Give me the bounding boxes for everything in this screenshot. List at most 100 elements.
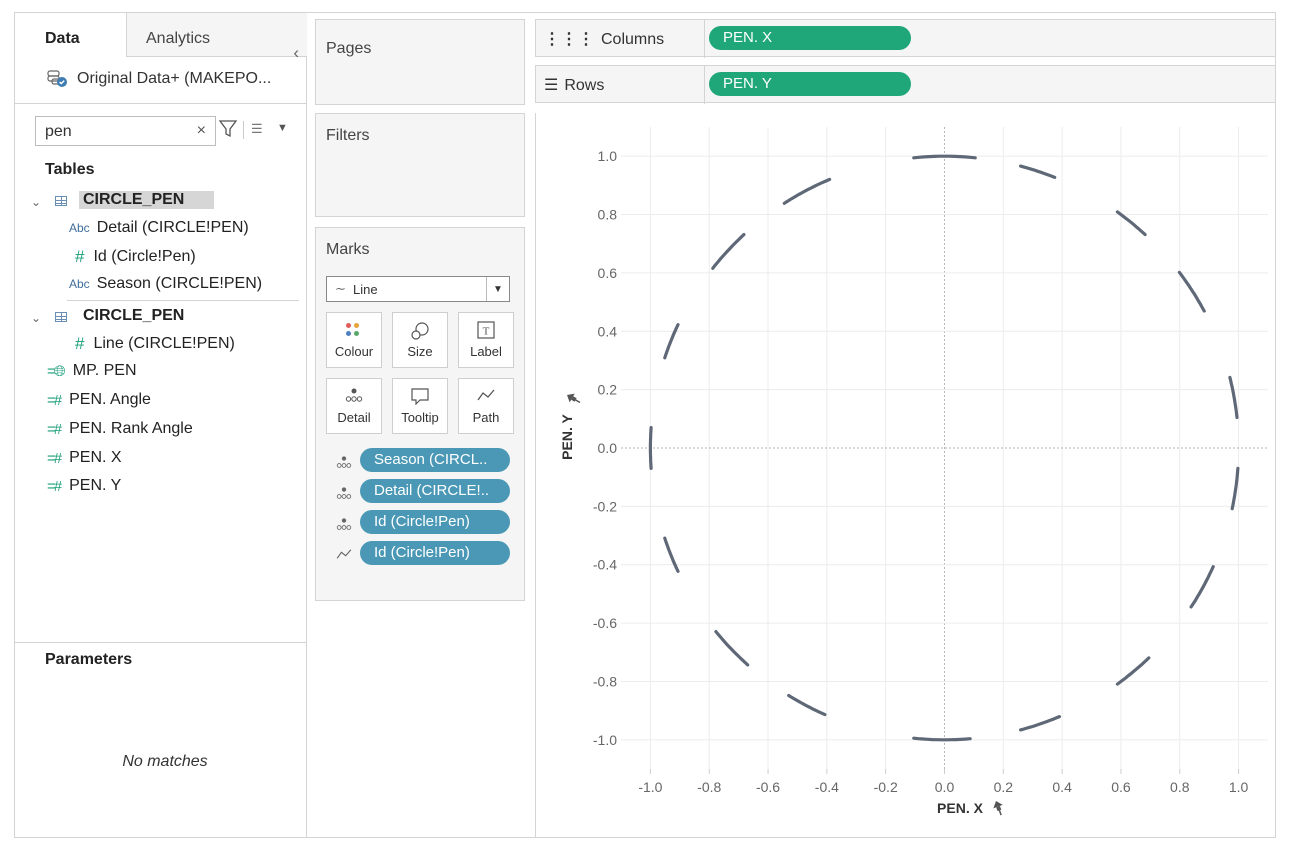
calc-field-row[interactable]: =🌐︎ MP. PEN <box>47 362 137 380</box>
label-icon: T <box>459 321 513 343</box>
rows-pill[interactable]: PEN. Y <box>709 72 911 96</box>
x-tick-label: 0.2 <box>994 779 1014 795</box>
y-tick-label: -0.2 <box>593 498 617 514</box>
detail-icon <box>327 387 381 409</box>
clear-icon[interactable]: × <box>196 122 206 139</box>
marks-card: Marks ∼ Line ▼ Colour Size T <box>315 227 525 601</box>
line-segment-mark[interactable] <box>782 177 832 205</box>
line-segment-mark[interactable] <box>787 693 827 717</box>
tab-analytics[interactable]: Analytics ‹ <box>127 13 307 62</box>
y-tick-label: 0.8 <box>598 207 618 223</box>
chevron-down-icon[interactable]: ⌄ <box>31 195 42 209</box>
table-icon <box>55 196 67 206</box>
x-axis-pin-icon[interactable] <box>991 799 1006 817</box>
x-tick-label: 0.4 <box>1052 779 1072 795</box>
y-axis-pin-icon[interactable] <box>565 391 583 407</box>
columns-pill[interactable]: PEN. X <box>709 26 911 50</box>
table-name[interactable]: CIRCLE_PEN <box>83 307 185 324</box>
detail-button[interactable]: Detail <box>326 378 382 434</box>
field-row[interactable]: # Line (CIRCLE!PEN) <box>75 334 235 354</box>
line-segment-mark[interactable] <box>1019 164 1057 180</box>
line-segment-mark[interactable] <box>1230 466 1240 511</box>
tooltip-icon <box>393 387 447 409</box>
path-pill[interactable]: Id (Circle!Pen) <box>360 541 510 565</box>
x-tick-label: 0.6 <box>1111 779 1131 795</box>
rows-shelf[interactable]: ☰ Rows PEN. Y <box>535 65 1275 104</box>
colour-icon <box>327 321 381 343</box>
field-row[interactable]: # Id (Circle!Pen) <box>75 247 196 267</box>
divider <box>704 66 705 104</box>
rows-shelf-label: ☰ Rows <box>544 75 604 95</box>
path-button[interactable]: Path <box>458 378 514 434</box>
chart-area: -1.0 -0.8 -0.6 -0.4 -0.2 0.0 0.2 0.4 0.6 0.8 1.0 1… <box>535 113 1275 837</box>
line-segment-mark[interactable] <box>714 629 750 667</box>
calc-field-row[interactable]: =# PEN. Y <box>47 477 121 495</box>
chevron-left-icon[interactable]: ‹ <box>293 43 299 62</box>
x-axis-title[interactable]: PEN. X <box>937 800 984 816</box>
columns-icon: ⋮⋮⋮ <box>544 31 595 48</box>
datasource-name: Original Data+ (MAKEPO... <box>77 70 272 87</box>
chevron-down-icon[interactable]: ⌄ <box>31 311 42 325</box>
view-list-icon[interactable]: ☰ <box>251 121 263 136</box>
line-segment-mark[interactable] <box>912 154 977 160</box>
calc-field-row[interactable]: =# PEN. Angle <box>47 391 151 409</box>
divider <box>243 121 244 139</box>
calc-field-row[interactable]: =# PEN. Rank Angle <box>47 420 193 438</box>
columns-shelf-label: ⋮⋮⋮ Columns <box>544 29 664 49</box>
line-segment-mark[interactable] <box>1115 656 1151 686</box>
line-segment-mark[interactable] <box>1228 375 1239 420</box>
table-name[interactable]: CIRCLE_PEN <box>79 191 215 209</box>
mark-type-select[interactable]: ∼ Line ▼ <box>326 276 510 302</box>
line-segment-mark[interactable] <box>1189 565 1215 609</box>
filters-card[interactable]: Filters <box>315 113 525 217</box>
detail-pill[interactable]: Detail (CIRCLE!.. <box>360 479 510 503</box>
tableau-window: Data Analytics ‹ Original Data+ (MAKEPO.… <box>14 12 1276 838</box>
colour-button[interactable]: Colour <box>326 312 382 368</box>
calc-number-icon: =# <box>47 391 62 409</box>
chevron-down-icon[interactable]: ▼ <box>277 122 288 134</box>
detail-icon <box>336 517 352 534</box>
button-label: Path <box>472 410 500 425</box>
line-segment-mark[interactable] <box>663 323 680 360</box>
button-label: Tooltip <box>401 410 439 425</box>
no-matches-text: No matches <box>122 753 208 770</box>
columns-shelf[interactable]: ⋮⋮⋮ Columns PEN. X <box>535 19 1275 58</box>
string-type-icon: Abc <box>69 221 90 235</box>
x-tick-label: -1.0 <box>638 779 662 795</box>
line-mark-icon: ∼ <box>335 281 346 296</box>
y-tick-label: -0.4 <box>593 557 617 573</box>
line-segment-mark[interactable] <box>1019 714 1062 732</box>
tab-data[interactable]: Data <box>15 13 127 57</box>
table-icon <box>55 312 67 322</box>
label-button[interactable]: T Label <box>458 312 514 368</box>
pages-card[interactable]: Pages <box>315 19 525 105</box>
line-segment-mark[interactable] <box>1177 270 1206 313</box>
tooltip-button[interactable]: Tooltip <box>392 378 448 434</box>
divider <box>67 300 299 301</box>
calc-field-row[interactable]: =# PEN. X <box>47 449 122 467</box>
detail-icon <box>336 486 352 503</box>
line-segment-mark[interactable] <box>711 232 746 270</box>
string-type-icon: Abc <box>69 277 90 291</box>
calc-number-icon: =# <box>47 449 62 467</box>
line-segment-mark[interactable] <box>648 426 653 470</box>
datasource-item[interactable]: Original Data+ (MAKEPO... <box>47 69 271 89</box>
y-axis-title[interactable]: PEN. Y <box>559 414 575 460</box>
field-name: MP. PEN <box>72 362 137 379</box>
field-row[interactable]: Abc Detail (CIRCLE!PEN) <box>69 219 249 237</box>
search-input[interactable]: pen × <box>35 116 216 146</box>
line-segment-mark[interactable] <box>663 536 680 573</box>
line-segment-mark[interactable] <box>912 736 972 742</box>
size-button[interactable]: Size <box>392 312 448 368</box>
number-type-icon: # <box>75 334 85 353</box>
field-name: PEN. Rank Angle <box>69 420 193 437</box>
field-row[interactable]: Abc Season (CIRCLE!PEN) <box>69 275 262 293</box>
grid <box>621 127 1268 769</box>
size-icon <box>393 321 447 343</box>
line-segment-mark[interactable] <box>1115 210 1147 237</box>
filter-icon[interactable] <box>219 119 237 139</box>
number-type-icon: # <box>75 247 85 266</box>
divider <box>15 642 307 643</box>
detail-pill[interactable]: Id (Circle!Pen) <box>360 510 510 534</box>
detail-pill[interactable]: Season (CIRCL.. <box>360 448 510 472</box>
